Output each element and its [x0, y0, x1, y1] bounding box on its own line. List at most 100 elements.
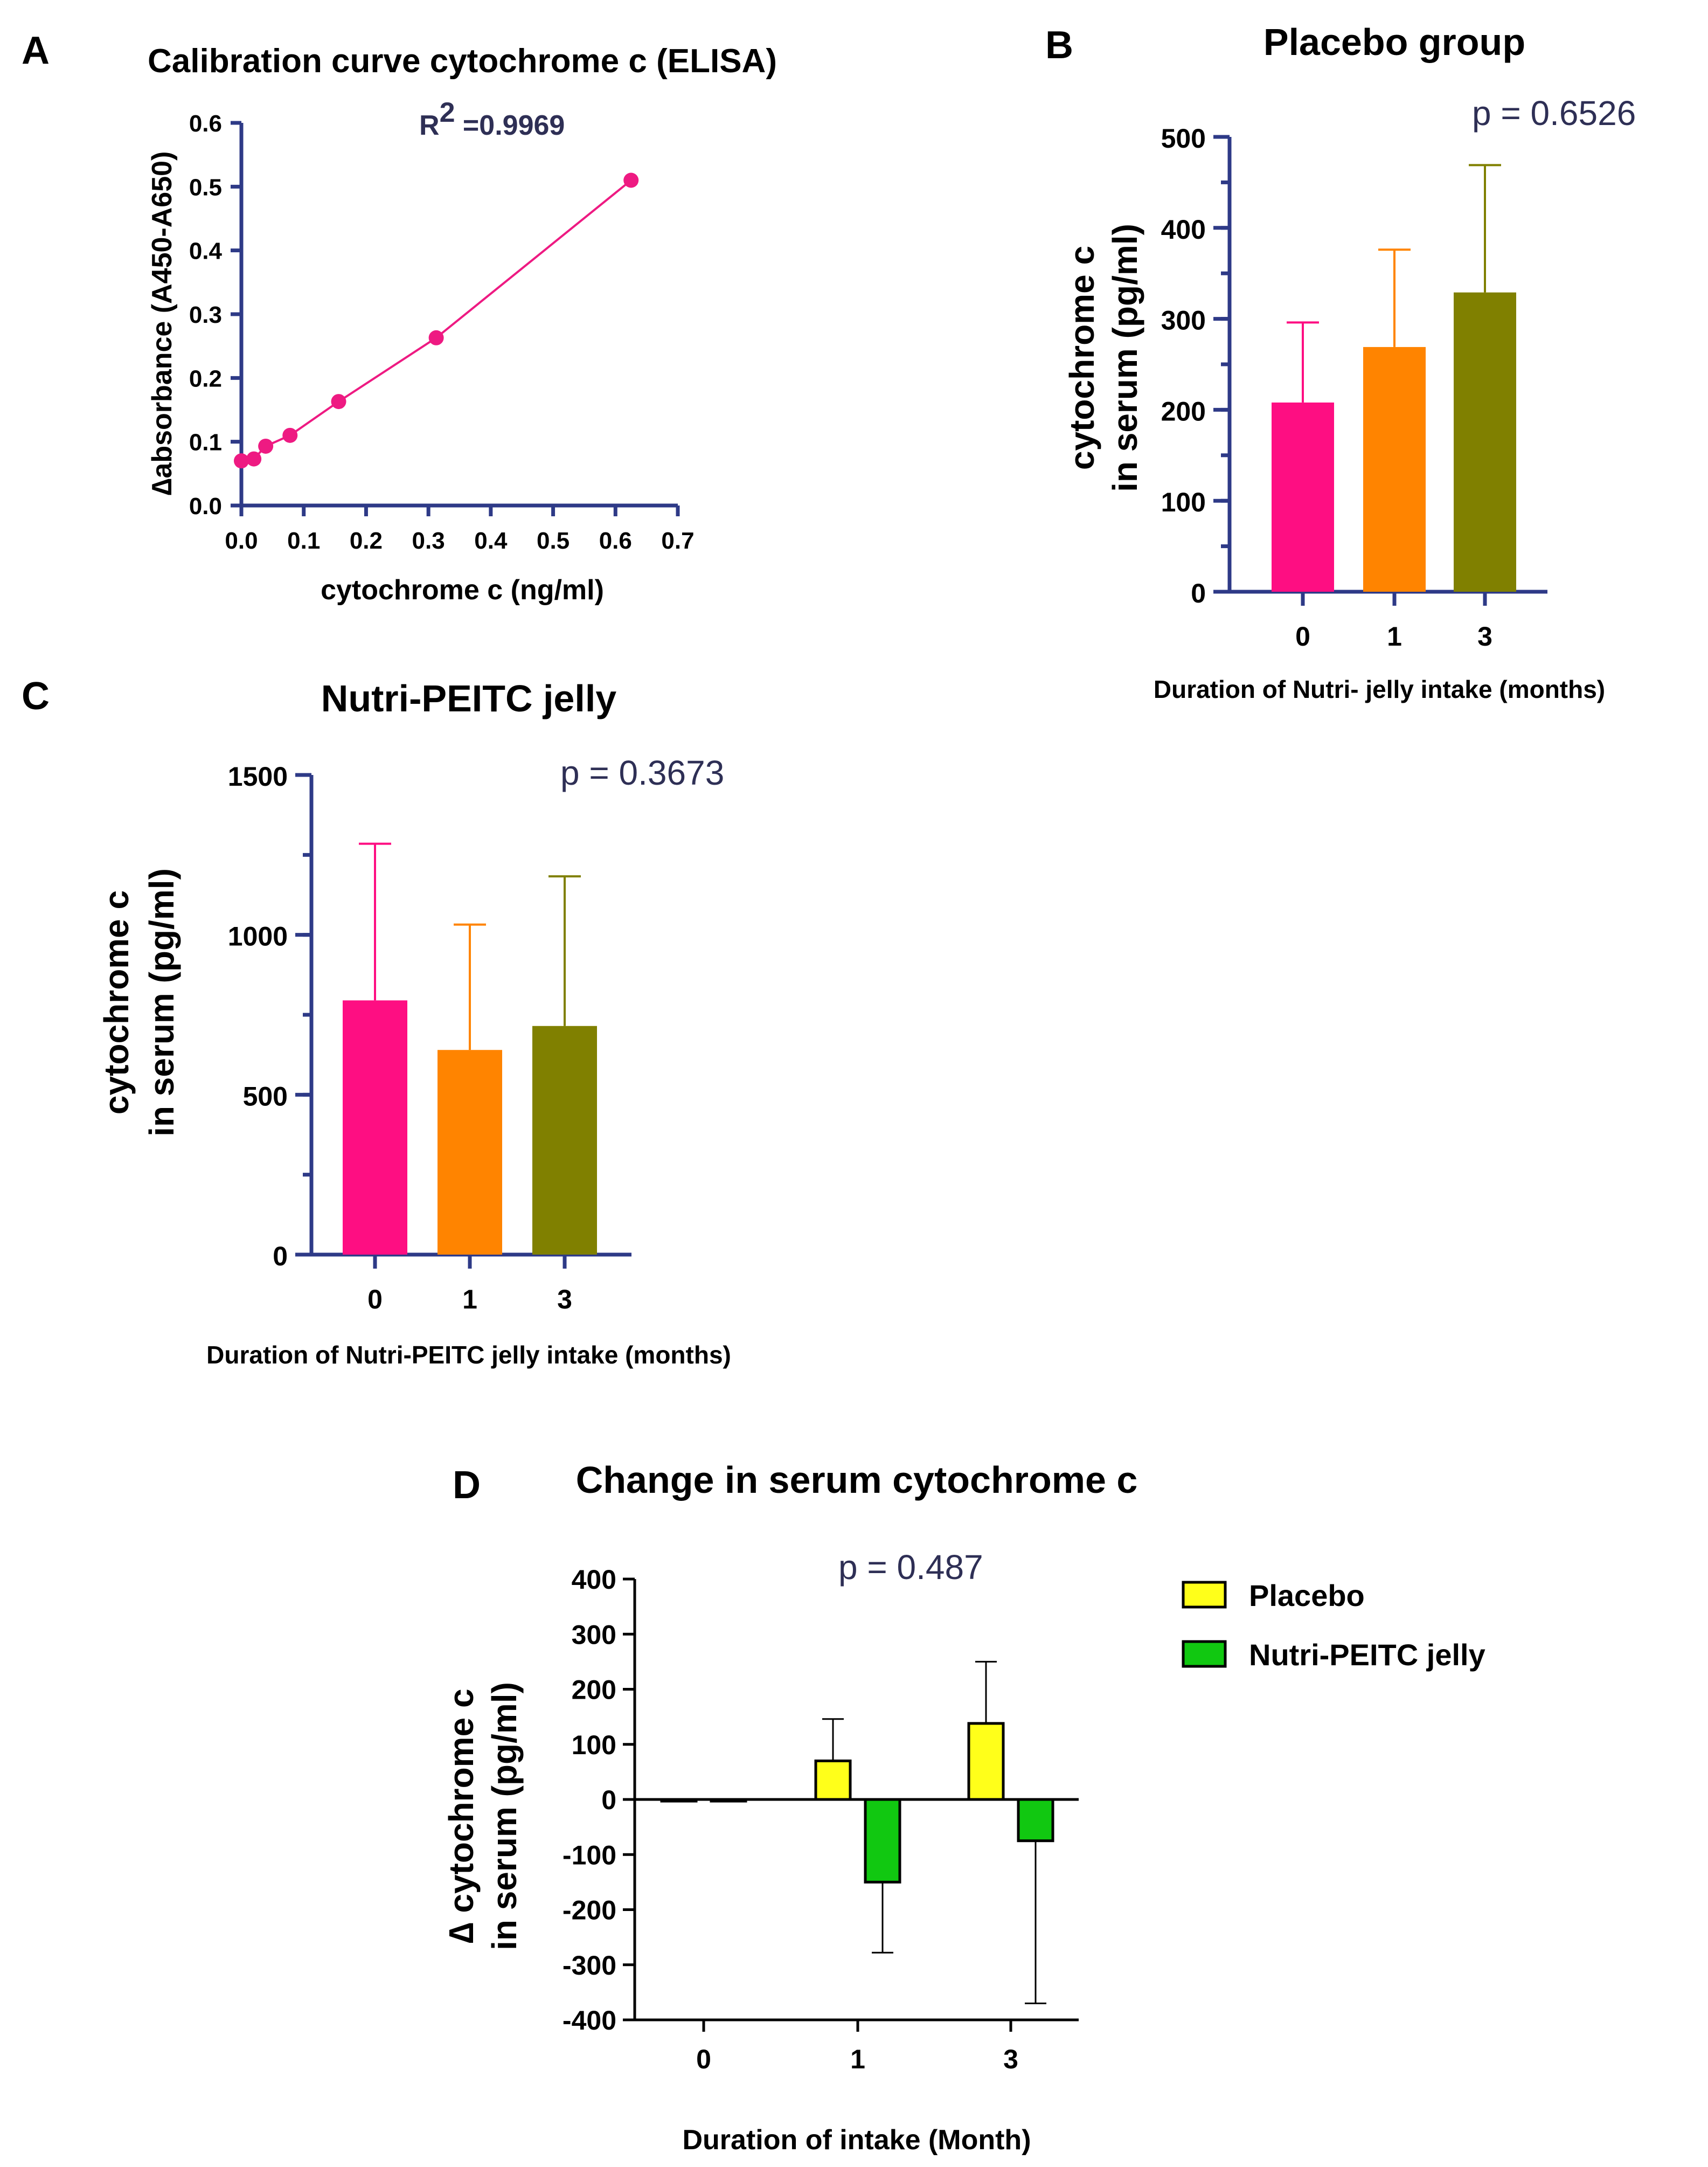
panel-a-axes — [239, 123, 678, 508]
panel-letter-c: C — [22, 675, 50, 718]
panel-b-x-tick-label: 1 — [1387, 621, 1402, 652]
panel-a-y-tick-label: 0.4 — [189, 238, 223, 265]
panel-a-x-tick-label: 0.4 — [474, 528, 508, 554]
panel-d: D Change in serum cytochrome c p = 0.487… — [442, 1459, 1485, 2156]
panel-d-y-tick-label: 200 — [572, 1675, 616, 1705]
panel-d-bar — [814, 1759, 852, 1801]
panel-d-y-tick-label: 100 — [572, 1730, 616, 1760]
panel-d-ticks: 400 300 200 100 0 -100 -200 -300 -400 0 1 3 — [563, 1564, 1018, 2074]
panel-d-y-axis-label-line-1: ∆ cytochrome c — [442, 1688, 481, 1943]
panel-b-marks — [1272, 164, 1516, 592]
panel-a-y-tick-label: 0.0 — [189, 493, 222, 520]
panel-c-title: Nutri-PEITC jelly — [321, 677, 616, 719]
panel-d-bar — [967, 1722, 1005, 1801]
panel-d-legend-label: Placebo — [1249, 1578, 1365, 1612]
panel-a-data-point — [258, 438, 274, 454]
panel-letter-d: D — [453, 1464, 481, 1507]
panel-b-bar — [1363, 347, 1426, 592]
panel-d-legend-swatch — [1182, 1640, 1227, 1668]
panel-a-ticks: 0.0 0.1 0.2 0.3 0.4 0.5 0.6 0.7 0.0 0.1 0.2 0.3 0.4 0… — [189, 110, 695, 554]
panel-c-y-axis-label-line-1: cytochrome c — [97, 890, 136, 1114]
panel-a-data-point — [331, 394, 346, 410]
panel-d-y-tick-label: -200 — [563, 1895, 616, 1926]
panel-c-bar — [438, 1050, 502, 1255]
panel-d-legend-swatch — [1182, 1581, 1227, 1609]
panel-letter-b: B — [1045, 24, 1073, 67]
panel-a-x-tick-label: 0.2 — [350, 528, 383, 554]
panel-c-x-tick-label: 3 — [557, 1284, 572, 1314]
panel-c-y-axis-label-line-2: in serum (pg/ml) — [142, 868, 181, 1137]
panel-c-y-tick-label: 0 — [273, 1241, 288, 1271]
panel-b-y-tick-label: 500 — [1161, 123, 1206, 154]
panel-d-bar — [864, 1798, 901, 1884]
panel-b-y-axis-label-line-2: in serum (pg/ml) — [1106, 224, 1144, 492]
panel-d-y-tick-label: -100 — [563, 1840, 616, 1870]
panel-a-data-point — [234, 453, 249, 469]
panel-a-data-point — [428, 330, 444, 345]
panel-letter-a: A — [22, 29, 50, 72]
panel-a-x-axis-label: cytochrome c (ng/ml) — [321, 574, 604, 606]
panel-c-bar — [532, 1026, 597, 1255]
panel-b-bar — [1454, 292, 1516, 592]
panel-d-title: Change in serum cytochrome c — [576, 1459, 1138, 1501]
panel-a-data-point — [282, 427, 298, 443]
panel-b-x-tick-label: 0 — [1295, 621, 1310, 652]
panel-d-legend-label: Nutri-PEITC jelly — [1249, 1638, 1485, 1672]
panel-c-x-tick-label: 0 — [367, 1284, 383, 1314]
panel-a-y-tick-label: 0.2 — [189, 365, 222, 392]
panel-d-x-tick-label: 1 — [850, 2044, 865, 2074]
panel-a-y-tick-label: 0.5 — [189, 174, 222, 200]
panel-c-p-value: p = 0.3673 — [560, 753, 724, 792]
panel-a-data-point — [623, 172, 639, 188]
panel-a-y-tick-label: 0.3 — [189, 302, 222, 328]
panel-b-y-tick-label: 200 — [1161, 396, 1206, 426]
panel-d-x-tick-label: 3 — [1003, 2044, 1018, 2074]
panel-c-x-tick-label: 1 — [462, 1284, 477, 1314]
panel-d-axes — [633, 1579, 1079, 2021]
panel-d-y-tick-label: -300 — [563, 1950, 616, 1981]
panel-d-y-axis-label-line-2: in serum (pg/ml) — [485, 1682, 524, 1950]
panel-d-y-tick-label: -400 — [563, 2005, 616, 2036]
panel-a-x-tick-label: 0.6 — [599, 528, 632, 554]
panel-a-x-tick-label: 0.7 — [661, 528, 694, 554]
panel-a-y-tick-label: 0.6 — [189, 110, 222, 137]
panel-d-x-tick-label: 0 — [696, 2044, 711, 2074]
panel-b-y-tick-label: 400 — [1161, 214, 1206, 245]
panel-c-marks — [343, 842, 597, 1255]
panel-b-ticks: 0 100 200 300 400 500 0 1 3 — [1161, 123, 1492, 652]
panel-a-x-tick-label: 0.1 — [287, 528, 320, 554]
panel-a-marks — [234, 172, 639, 469]
panel-b-y-tick-label: 100 — [1161, 487, 1206, 517]
panel-c-bar — [343, 1000, 407, 1255]
panel-a-x-tick-label: 0.0 — [225, 528, 258, 554]
panel-a: A Calibration curve cytochrome c (ELISA)… — [22, 29, 777, 606]
panel-d-bar — [1017, 1798, 1054, 1843]
panel-c-ticks: 0 500 1000 1500 0 1 3 — [228, 761, 572, 1314]
panel-c-x-axis-label: Duration of Nutri-PEITC jelly intake (mo… — [206, 1341, 731, 1369]
panel-b-y-axis-label-line-1: cytochrome c — [1063, 246, 1101, 470]
panel-c-y-tick-label: 1000 — [228, 922, 288, 952]
panel-a-x-tick-label: 0.5 — [537, 528, 570, 554]
panel-a-annotation: R2 =0.9969 — [419, 97, 565, 141]
panel-d-y-tick-label: 300 — [572, 1619, 616, 1650]
panel-d-legend: Placebo Nutri-PEITC jelly — [1182, 1578, 1485, 1672]
panel-c: C Nutri-PEITC jelly p = 0.3673 Duration … — [22, 675, 731, 1369]
panel-b-y-tick-label: 300 — [1161, 306, 1206, 336]
panel-c-y-tick-label: 500 — [243, 1081, 288, 1111]
panel-d-bar — [710, 1798, 747, 1803]
panel-b: B Placebo group p = 0.6526 Duration of N… — [1045, 21, 1636, 703]
panel-d-p-value: p = 0.487 — [838, 1548, 983, 1587]
panel-d-y-tick-label: 0 — [601, 1785, 616, 1815]
panel-c-y-tick-label: 1500 — [228, 761, 288, 792]
panel-a-data-point — [246, 451, 262, 467]
panel-a-title: Calibration curve cytochrome c (ELISA) — [148, 43, 777, 80]
panel-a-series-line — [241, 179, 632, 462]
panel-b-p-value: p = 0.6526 — [1472, 94, 1636, 133]
panel-b-x-tick-label: 3 — [1477, 621, 1492, 652]
panel-b-bar — [1272, 402, 1334, 592]
panel-b-x-axis-label: Duration of Nutri- jelly intake (months) — [1154, 675, 1605, 703]
panel-a-y-axis-label: ∆absorbance (A450-A650) — [147, 151, 178, 496]
panel-a-y-tick-label: 0.1 — [189, 430, 222, 456]
panel-b-y-tick-label: 0 — [1191, 578, 1206, 608]
